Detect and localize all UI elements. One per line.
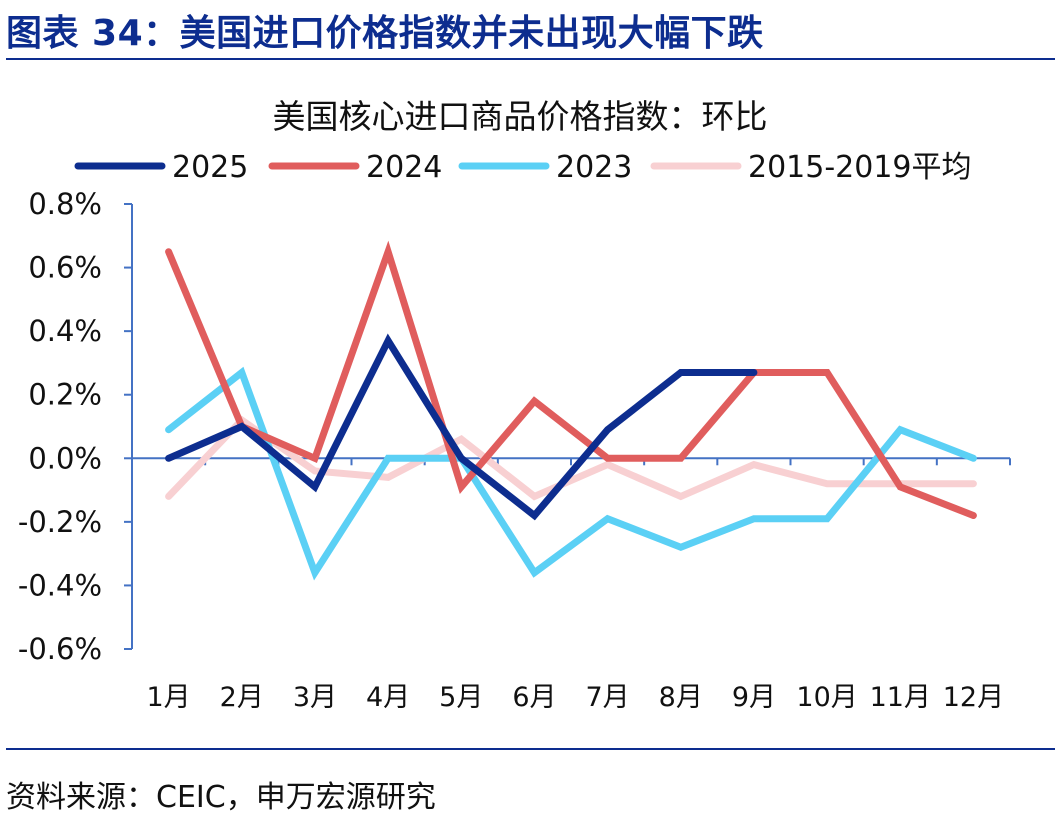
legend-label: 2024	[366, 150, 442, 185]
legend: 2025 2024 2023 2015-2019平均	[74, 150, 972, 185]
series-line-2024	[165, 240, 977, 519]
y-tick-label: 0.2%	[28, 378, 102, 412]
x-tick-label: 4月	[366, 682, 410, 713]
legend-label: 2023	[556, 150, 632, 185]
figure-title: 图表 34：美国进口价格指数并未出现大幅下跌	[6, 13, 764, 54]
y-axis: 0.8% 0.6% 0.4% 0.2% 0.0% -0.2% -0.4% -0.6%	[18, 187, 133, 666]
title-rule	[6, 58, 1055, 60]
x-tick-label: 1月	[146, 682, 190, 713]
bottom-rule	[6, 748, 1055, 750]
legend-label: 2025	[172, 150, 248, 185]
y-tick-label: -0.6%	[18, 632, 102, 666]
x-tick-label: 8月	[659, 682, 703, 713]
x-tick-label: 6月	[512, 682, 556, 713]
chart-title: 美国核心进口商品价格指数：环比	[273, 97, 768, 136]
x-tick-label: 9月	[732, 682, 776, 713]
y-tick-label: 0.8%	[28, 187, 102, 221]
y-tick-label: -0.4%	[18, 568, 102, 602]
y-tick-label: 0.4%	[28, 314, 102, 348]
x-tick-label: 2月	[220, 682, 264, 713]
x-tick-label: 10月	[796, 682, 857, 713]
series-group	[165, 240, 977, 581]
x-tick-label: 5月	[439, 682, 483, 713]
series-line-2015-2019平均	[165, 415, 977, 501]
source-note: 资料来源：CEIC，申万宏源研究	[6, 780, 436, 815]
chart: 美国核心进口商品价格指数：环比 2025 2024 2023 2015-2019平均 …	[0, 60, 1059, 740]
x-tick-label: 11月	[870, 682, 931, 713]
series-line-2025	[165, 333, 758, 521]
series-line-2023	[165, 366, 977, 581]
y-tick-label: -0.2%	[18, 505, 102, 539]
y-tick-label: 0.0%	[28, 441, 102, 475]
x-tick-label: 3月	[293, 682, 337, 713]
x-tick-label: 12月	[943, 682, 1004, 713]
x-axis: 1月 2月 3月 4月 5月 6月 7月 8月 9月 10月 11月 12月	[131, 457, 1011, 713]
legend-label: 2015-2019平均	[748, 150, 972, 185]
y-tick-label: 0.6%	[28, 251, 102, 285]
line-chart: 美国核心进口商品价格指数：环比 2025 2024 2023 2015-2019平均 …	[18, 97, 1011, 713]
x-tick-label: 7月	[585, 682, 629, 713]
